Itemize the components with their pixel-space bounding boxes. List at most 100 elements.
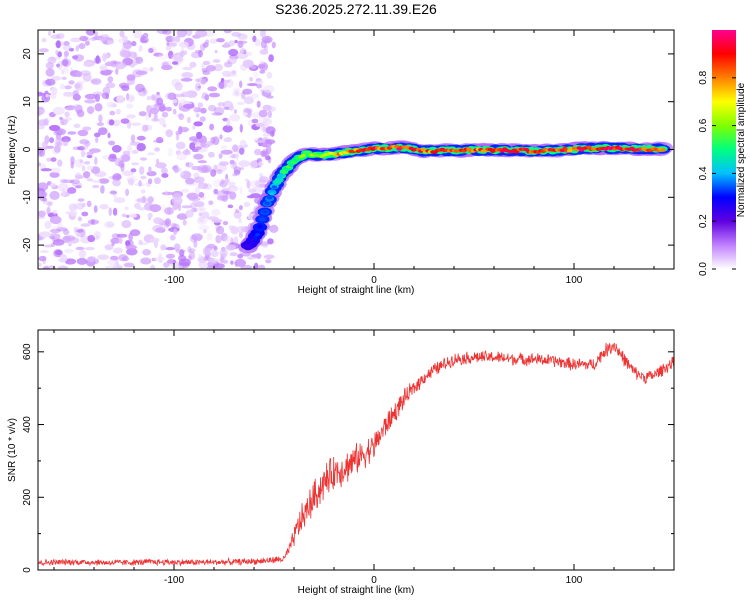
noise-speckle: [209, 257, 218, 264]
noise-speckle: [57, 265, 69, 269]
noise-speckle: [130, 168, 137, 173]
noise-speckle: [238, 232, 243, 238]
noise-speckle: [82, 144, 88, 151]
noise-speckle: [111, 174, 116, 181]
noise-speckle: [76, 109, 85, 118]
noise-speckle: [83, 61, 94, 67]
noise-speckle: [250, 93, 260, 99]
y-tick-label: 0: [22, 146, 33, 152]
colorbar-tick-label: 0.6: [698, 118, 709, 132]
noise-speckle: [271, 41, 276, 49]
noise-speckle: [118, 160, 125, 168]
noise-speckle: [182, 219, 187, 226]
noise-speckle: [210, 169, 217, 177]
noise-speckle: [211, 112, 223, 116]
noise-speckle: [101, 92, 109, 99]
noise-speckle: [210, 38, 217, 44]
noise-speckle: [50, 236, 56, 240]
noise-speckle: [149, 67, 154, 72]
noise-speckle: [136, 143, 146, 152]
noise-speckle: [45, 62, 54, 70]
noise-speckle: [129, 95, 135, 102]
noise-speckle: [81, 165, 86, 172]
noise-speckle: [243, 201, 251, 208]
noise-speckle: [113, 119, 121, 127]
noise-speckle: [107, 259, 117, 266]
noise-speckle: [205, 39, 210, 45]
noise-speckle: [121, 220, 132, 229]
noise-speckle: [214, 49, 218, 54]
noise-speckle: [192, 200, 198, 205]
noise-speckle: [246, 256, 257, 260]
noise-speckle: [42, 197, 48, 202]
noise-speckle: [46, 202, 53, 207]
noise-speckle: [242, 112, 248, 116]
noise-speckle: [111, 145, 122, 153]
noise-speckle: [77, 129, 89, 137]
noise-speckle: [198, 261, 208, 269]
noise-speckle: [105, 82, 116, 89]
noise-speckle: [82, 126, 92, 131]
heatmap-cells: [38, 30, 674, 269]
noise-speckle: [179, 41, 189, 48]
noise-speckle: [100, 34, 109, 39]
noise-speckle: [222, 259, 229, 264]
noise-speckle: [157, 53, 169, 60]
noise-speckle: [185, 162, 190, 167]
noise-speckle: [174, 35, 181, 43]
noise-speckle: [212, 263, 225, 269]
noise-speckle: [135, 198, 146, 202]
noise-speckle: [160, 244, 167, 251]
noise-speckle: [179, 50, 185, 57]
noise-speckle: [147, 196, 154, 204]
noise-speckle: [165, 45, 172, 51]
noise-speckle: [170, 53, 183, 62]
noise-speckle: [62, 229, 70, 236]
noise-speckle: [228, 40, 235, 47]
noise-speckle: [224, 136, 233, 143]
noise-speckle: [94, 132, 101, 138]
noise-speckle: [222, 221, 228, 226]
noise-speckle: [94, 56, 102, 64]
noise-speckle: [165, 106, 172, 112]
noise-speckle: [164, 190, 168, 196]
noise-speckle: [234, 208, 240, 214]
noise-speckle: [45, 145, 55, 149]
noise-speckle: [154, 177, 161, 185]
noise-speckle: [126, 103, 134, 109]
noise-speckle: [239, 80, 243, 88]
noise-speckle: [258, 109, 268, 118]
noise-speckle: [193, 239, 198, 248]
noise-speckle: [239, 123, 243, 133]
noise-speckle: [57, 51, 62, 58]
noise-speckle: [264, 156, 271, 161]
noise-speckle: [160, 167, 168, 175]
noise-speckle: [120, 118, 130, 124]
noise-speckle: [255, 252, 262, 260]
noise-speckle: [265, 145, 272, 155]
noise-speckle: [187, 246, 192, 253]
noise-speckle: [216, 38, 225, 43]
colorbar-tick-label: 0.2: [698, 214, 709, 228]
colorbar-gradient: [712, 30, 736, 269]
noise-speckle: [98, 127, 108, 135]
noise-speckle: [176, 30, 187, 38]
noise-speckle: [78, 43, 86, 50]
ridge-cell: [264, 201, 270, 205]
noise-speckle: [107, 76, 114, 83]
noise-speckle: [77, 216, 82, 222]
noise-speckle: [229, 252, 238, 257]
noise-speckle: [216, 169, 223, 175]
noise-speckle: [123, 262, 135, 268]
noise-speckle: [134, 183, 146, 187]
noise-speckle: [83, 171, 91, 179]
noise-speckle: [128, 51, 137, 58]
noise-speckle: [147, 178, 153, 185]
noise-speckle: [163, 262, 170, 268]
noise-speckle: [63, 235, 76, 242]
noise-speckle: [109, 190, 118, 195]
noise-speckle: [108, 119, 115, 126]
noise-speckle: [95, 136, 99, 144]
noise-speckle: [258, 161, 264, 167]
noise-speckle: [140, 175, 147, 180]
